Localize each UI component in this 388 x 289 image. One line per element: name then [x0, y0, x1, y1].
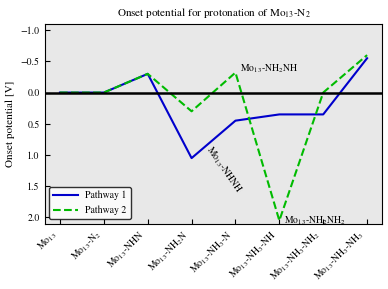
Line: Pathway 2: Pathway 2 [60, 55, 367, 221]
Pathway 2 [58, 91, 62, 94]
Pathway 2 [102, 91, 106, 94]
Pathway 1 [321, 113, 326, 116]
Pathway 1 [365, 56, 369, 60]
Pathway 1 [58, 91, 62, 94]
Text: Mo$_{13}$-NH$_{2}$NH: Mo$_{13}$-NH$_{2}$NH [240, 63, 298, 75]
Line: Pathway 1: Pathway 1 [60, 58, 367, 158]
Y-axis label: Onset potential [V]: Onset potential [V] [5, 81, 15, 167]
Pathway 1 [102, 91, 106, 94]
Pathway 1 [277, 113, 282, 116]
Pathway 2 [277, 219, 282, 222]
Pathway 2 [321, 91, 326, 94]
Pathway 1 [189, 156, 194, 160]
Title: Onset potential for protonation of Mo$_{13}$-N$_{2}$: Onset potential for protonation of Mo$_{… [116, 5, 310, 20]
Text: Mo$_{13}$-NH$_{2}$NH$_{2}$: Mo$_{13}$-NH$_{2}$NH$_{2}$ [284, 214, 346, 227]
Pathway 2 [365, 53, 369, 57]
Text: Mo$_{13}$-NHNH: Mo$_{13}$-NHNH [203, 144, 244, 195]
Legend: Pathway 1, Pathway 2: Pathway 1, Pathway 2 [49, 187, 131, 219]
Pathway 2 [189, 110, 194, 113]
Pathway 2 [146, 72, 150, 75]
Pathway 1 [233, 119, 238, 123]
Pathway 2 [233, 71, 238, 74]
Pathway 1 [146, 72, 150, 75]
